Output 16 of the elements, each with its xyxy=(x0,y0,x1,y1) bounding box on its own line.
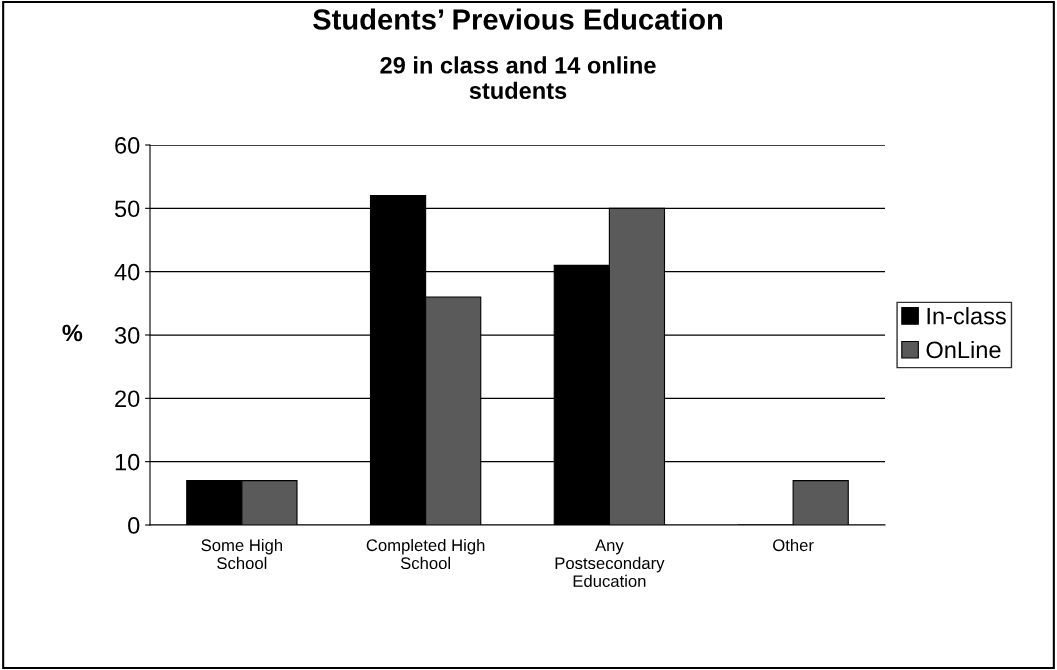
x-tick-label: Some High School xyxy=(201,538,283,570)
legend-label: In-class xyxy=(927,307,1006,325)
y-tick-label: 20 xyxy=(115,390,140,408)
y-tick-label: 30 xyxy=(114,327,140,344)
x-tick-label: Any Postsecondary Education xyxy=(555,539,665,588)
x-tick-label: Other xyxy=(773,538,814,552)
y-tick-label: 10 xyxy=(115,453,140,471)
y-tick-label: 40 xyxy=(114,263,140,281)
x-tick-label: Completed High School xyxy=(366,538,485,570)
legend-label: OnLine xyxy=(926,340,1001,359)
y-tick-label: 50 xyxy=(114,200,140,218)
y-axis-title: % xyxy=(62,324,83,342)
chart-subtitle: 29 in class and 14 online students xyxy=(380,56,656,100)
chart-title: Students’ Previous Education xyxy=(313,8,723,30)
y-tick-label: 60 xyxy=(115,137,140,154)
y-tick-label: 0 xyxy=(128,517,140,534)
